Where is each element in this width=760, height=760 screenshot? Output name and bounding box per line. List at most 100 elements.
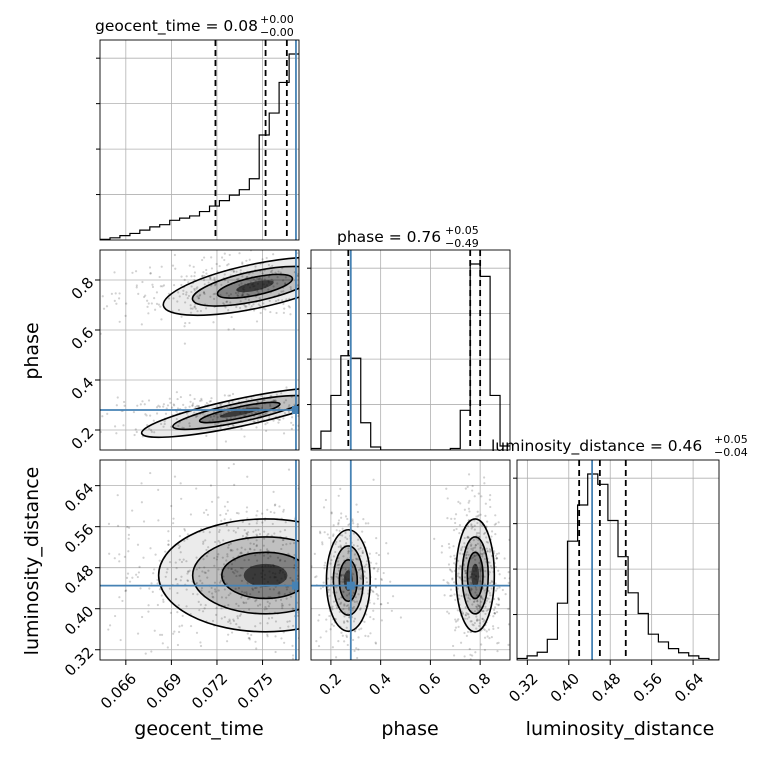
sample-point [278,418,282,421]
sample-point [241,291,244,295]
sample-point [394,662,396,664]
sample-point [338,414,340,416]
sample-point [340,512,343,515]
sample-point [337,521,340,525]
sample-point [351,518,354,521]
sample-point [363,565,367,568]
sample-point [367,264,369,266]
sample-point [268,588,272,591]
sample-point [160,265,163,268]
ytick-label-phase-3: 0.8 [68,274,98,304]
sample-point [345,260,347,262]
sample-point [466,535,470,538]
sample-point [189,311,193,314]
sample-point [195,581,198,585]
sample-point [235,574,238,578]
sample-point [162,405,165,408]
sample-point [273,247,275,249]
sample-point [316,309,318,311]
sample-point [187,570,190,573]
sample-point [181,614,184,618]
sample-point [273,504,276,507]
sample-point [345,594,349,597]
sample-point [355,557,358,560]
sample-point [486,550,489,553]
sample-point [335,529,338,532]
sample-point [162,598,165,601]
sample-point [261,521,264,524]
sample-point [252,530,255,533]
sample-point [324,539,326,541]
sample-point [232,424,235,428]
sample-point [280,666,282,668]
sample-point [314,601,316,603]
sample-point [206,576,209,579]
sample-point [482,476,486,479]
sample-point [217,496,220,499]
sample-point [291,657,295,660]
sample-point [407,285,409,287]
sample-point [283,593,286,596]
sample-point [229,592,232,595]
sample-point [307,423,309,425]
sample-point [282,417,285,420]
sample-point [260,512,264,515]
sample-point [196,593,199,596]
sample-point [380,603,383,606]
sample-point [220,607,223,610]
sample-point [340,573,344,577]
sample-point [356,525,359,528]
sample-point [193,271,197,274]
sample-point [356,510,360,514]
sample-point [330,512,333,515]
sample-point [346,517,349,521]
sample-point [466,617,469,620]
sample-point [319,262,321,264]
sample-point [303,523,305,525]
sample-point [359,587,362,590]
sample-point [475,605,478,608]
sample-point [173,475,177,478]
sample-point [275,245,277,247]
sample-point [151,285,155,289]
sample-point [479,546,482,550]
sample-point [255,586,258,589]
sample-point [136,543,140,546]
sample-point [480,596,483,600]
sample-point [359,293,361,295]
sample-point [308,296,310,298]
sample-point [308,512,310,514]
sample-point [389,580,392,583]
sample-point [217,568,220,571]
sample-point [178,421,181,424]
sample-point [174,578,177,581]
sample-point [220,256,224,259]
sample-point [475,532,479,535]
sample-point [282,510,285,513]
contour-line [198,401,281,424]
sample-point [451,570,454,573]
sample-point [211,595,214,598]
sample-point [343,615,346,618]
sample-point [256,400,259,403]
sample-point [475,534,478,537]
sample-point [374,641,377,644]
sample-point [316,598,318,600]
sample-point [180,315,183,318]
sample-point [209,277,212,280]
sample-point [474,546,477,549]
sample-point [113,614,117,618]
sample-point [153,568,156,571]
sample-point [178,535,182,538]
sample-point [140,482,143,485]
sample-point [260,406,264,409]
sample-point [339,602,342,606]
sample-point [332,624,335,627]
sample-point [197,600,200,603]
sample-point [159,422,163,426]
sample-point [240,590,244,593]
sample-point [343,604,346,607]
sample-point [229,622,232,625]
sample-point [271,264,274,267]
